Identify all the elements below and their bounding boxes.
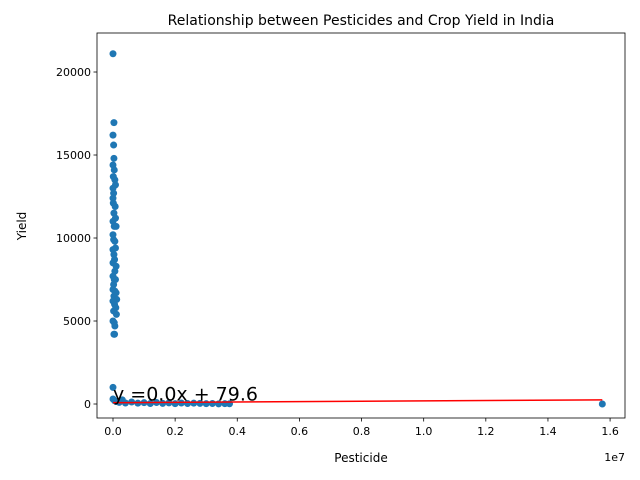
x-tick-label: 1.6 xyxy=(601,425,619,438)
y-tick-label: 0 xyxy=(84,398,91,411)
chart-title: Relationship between Pesticides and Crop… xyxy=(168,13,555,29)
point xyxy=(110,119,118,127)
point xyxy=(111,330,119,338)
point xyxy=(110,154,118,162)
point xyxy=(110,166,118,174)
point xyxy=(109,50,117,58)
x-tick-label: 0.6 xyxy=(291,425,309,438)
x-tick-label: 0.2 xyxy=(166,425,184,438)
annotation: y =0.0x + 79.6 xyxy=(113,384,258,406)
x-tick-label: 0.8 xyxy=(353,425,371,438)
y-tick-label: 10000 xyxy=(56,232,91,245)
point xyxy=(111,237,119,245)
regression-line xyxy=(112,399,603,404)
y-axis-label: Yield xyxy=(15,212,29,242)
point xyxy=(109,131,117,139)
point xyxy=(598,400,606,408)
x-tick-label: 0.0 xyxy=(104,425,122,438)
point xyxy=(112,222,120,230)
point xyxy=(159,399,167,407)
x-tick-label: 1.0 xyxy=(415,425,433,438)
point xyxy=(111,322,119,330)
x-offset-label: 1e7 xyxy=(604,451,625,464)
point xyxy=(111,202,119,210)
x-tick-label: 1.4 xyxy=(539,425,557,438)
y-tick-label: 5000 xyxy=(63,315,91,328)
point xyxy=(112,310,120,318)
y-tick-label: 20000 xyxy=(56,66,91,79)
point xyxy=(109,194,117,202)
point xyxy=(118,396,126,404)
x-tick-label: 0.4 xyxy=(229,425,247,438)
point xyxy=(109,383,117,391)
plot-frame xyxy=(96,32,626,419)
x-tick-label: 1.2 xyxy=(477,425,495,438)
x-axis-label: Pesticide xyxy=(334,451,387,465)
y-tick-label: 15000 xyxy=(56,149,91,162)
point xyxy=(110,141,118,149)
point xyxy=(190,399,198,407)
